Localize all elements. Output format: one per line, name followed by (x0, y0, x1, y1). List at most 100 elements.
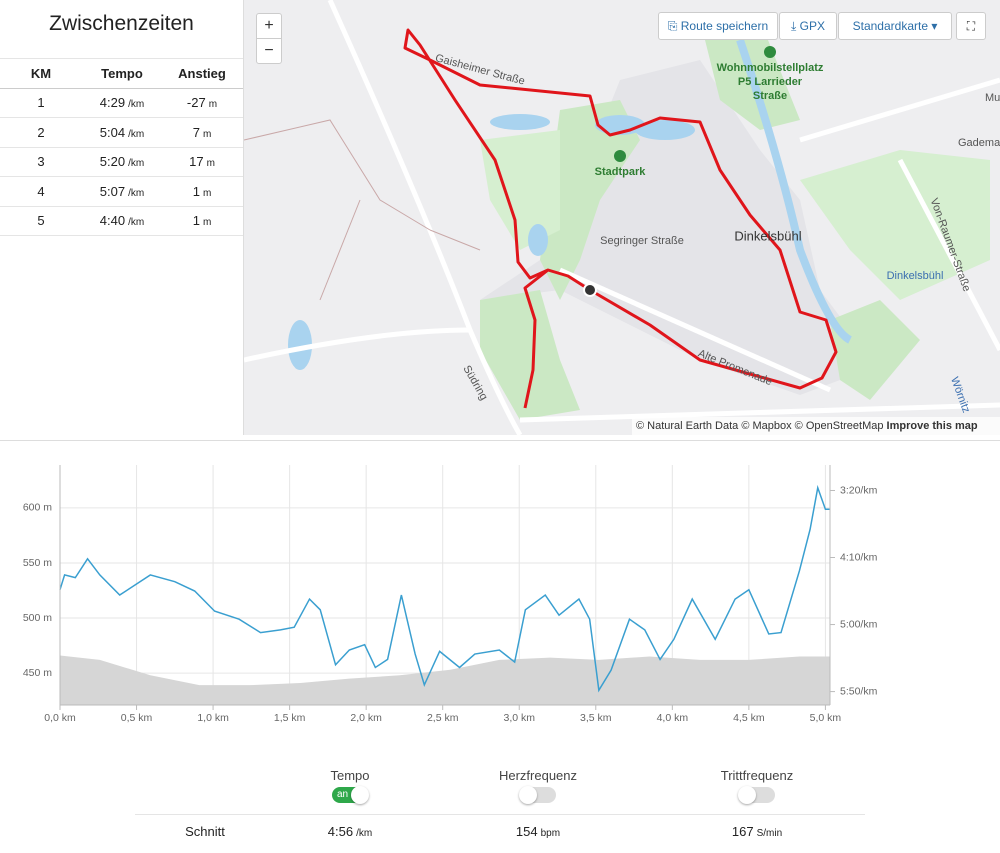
button-label: Standardkarte (852, 19, 929, 33)
gpx-button[interactable]: ⤓ GPX (779, 12, 837, 40)
km-cell: 2 (37, 124, 45, 140)
y-tick-label: 500 m (23, 612, 52, 624)
split-row: 5 4:40/km 1 m (0, 207, 243, 236)
toggle-label: Trittfrequenz (720, 768, 794, 783)
unit: /km (356, 828, 373, 839)
tempo-value: 4:29 (99, 95, 126, 111)
toggle-knob (738, 786, 756, 804)
climb-value: 7 (192, 124, 200, 140)
map-label: Straße (753, 90, 787, 102)
x-tick-label: 2,5 km (427, 712, 459, 724)
splits-title: Zwischenzeiten (49, 12, 194, 35)
tempo-cell: 5:20/km (82, 154, 162, 169)
map-label: Dinkelsbühl (734, 228, 801, 243)
map-label: Dinkelsbühl (887, 270, 944, 282)
x-tick-label: 0,0 km (44, 712, 76, 724)
tempo-cell: 5:04/km (82, 125, 162, 140)
km-cell: 3 (37, 154, 45, 170)
km-cell: 4 (37, 183, 45, 199)
split-row: 2 5:04/km 7 m (0, 118, 243, 148)
climb-value: 1 (192, 183, 200, 199)
toggle-knob (351, 786, 369, 804)
climb-value: 1 (192, 213, 200, 229)
value: 4:56 (327, 824, 354, 839)
pace-line (59, 484, 830, 693)
map-attribution: © Natural Earth Data © Mapbox © OpenStre… (636, 420, 978, 432)
tempo-unit: /km (128, 128, 145, 140)
x-tick-label: 1,0 km (197, 712, 229, 724)
tempo-unit: /km (128, 158, 145, 170)
map-label: P5 Larrieder (738, 76, 803, 88)
splits-rows: 1 4:29/km -27 m 2 5:04/km 7 m 3 5:20/km 17 m 4 5:07/k… (0, 89, 243, 236)
x-tick-label: 1,5 km (274, 712, 306, 724)
split-row: 3 5:20/km 17 m (0, 148, 243, 177)
x-tick-label: 4,0 km (657, 712, 689, 724)
climb-unit: m (202, 187, 212, 199)
tempo-value: 4:40 (99, 213, 126, 229)
value: 167 (731, 824, 754, 839)
unit: S/min (756, 828, 783, 839)
map-label: Segringer Straße (600, 235, 684, 247)
toggle-switch[interactable]: an (332, 786, 369, 804)
y-tick-label: 450 m (23, 667, 52, 679)
separator (135, 814, 865, 815)
chart: 0,0 km 0,5 km 1,0 km 1,5 km 2,0 km 2,5 km 3,0 … (23, 465, 878, 724)
toggle-group: Trittfrequenz (687, 768, 827, 804)
toggle-group: Herzfrequenz (468, 768, 608, 804)
tempo-value: 5:04 (99, 124, 126, 140)
tempo-cell: 5:07/km (82, 184, 162, 199)
climb-unit: m (202, 217, 212, 229)
toggle-label: Herzfrequenz (498, 768, 578, 783)
save-route-button[interactable]: ⎘ Route speichern (658, 12, 778, 40)
x-tick-label: 5,0 km (810, 712, 842, 724)
climb-cell: 17 m (162, 154, 242, 169)
average-value: 154 bpm (468, 824, 608, 839)
toggle-state: an (337, 789, 349, 800)
km-cell: 5 (37, 213, 45, 229)
value: 154 (515, 824, 538, 839)
map-style-select[interactable]: Standardkarte ▾ (838, 12, 952, 40)
x-tick-label: 4,5 km (733, 712, 765, 724)
header-cell: KM (30, 65, 52, 81)
unit: bpm (540, 828, 561, 839)
y2-tick-label: 5:00/km (840, 618, 878, 630)
splits-header: KM Tempo Anstieg (0, 58, 243, 89)
average-value: 4:56/km (280, 824, 420, 839)
map-label: Mut (985, 92, 1000, 104)
climb-value: -27 (186, 95, 206, 111)
average-value: 167 S/min (687, 824, 827, 839)
map: Wohnmobilstellplatz P5 Larrieder Straße … (244, 0, 1000, 435)
map-label: Wohnmobilstellplatz (717, 62, 824, 74)
split-row: 4 5:07/km 1 m (0, 177, 243, 207)
x-tick-label: 3,5 km (580, 712, 612, 724)
map-label: Stadtpark (595, 166, 647, 178)
x-tick-label: 2,0 km (350, 712, 382, 724)
y2-tick-label: 3:20/km (840, 484, 878, 496)
fullscreen-button[interactable]: ⛶ (956, 12, 986, 40)
tempo-cell: 4:29/km (82, 95, 162, 110)
toggle-group: Tempo an (280, 768, 420, 804)
map-label: Gademar (958, 137, 1000, 149)
toggle-switch[interactable] (519, 786, 556, 804)
y2-tick-label: 4:10/km (840, 551, 878, 563)
header-cell: Tempo (101, 65, 143, 81)
button-label: GPX (799, 19, 825, 33)
toggle-switch[interactable] (738, 786, 775, 804)
attribution-text: © Natural Earth Data © Mapbox © OpenStre… (636, 420, 883, 432)
button-label: Route speichern (680, 19, 769, 33)
divider (0, 440, 1000, 441)
tempo-value: 5:07 (99, 183, 126, 199)
tempo-unit: /km (128, 217, 145, 229)
zoom-in[interactable]: + (256, 13, 282, 39)
km-cell: 1 (37, 95, 45, 111)
tempo-value: 5:20 (99, 154, 126, 170)
tempo-unit: /km (128, 99, 145, 111)
toggle-knob (519, 786, 537, 804)
zoom-out[interactable]: − (256, 38, 282, 64)
toggle-label: Tempo (330, 768, 370, 783)
improve-link[interactable]: Improve this map (887, 420, 978, 432)
